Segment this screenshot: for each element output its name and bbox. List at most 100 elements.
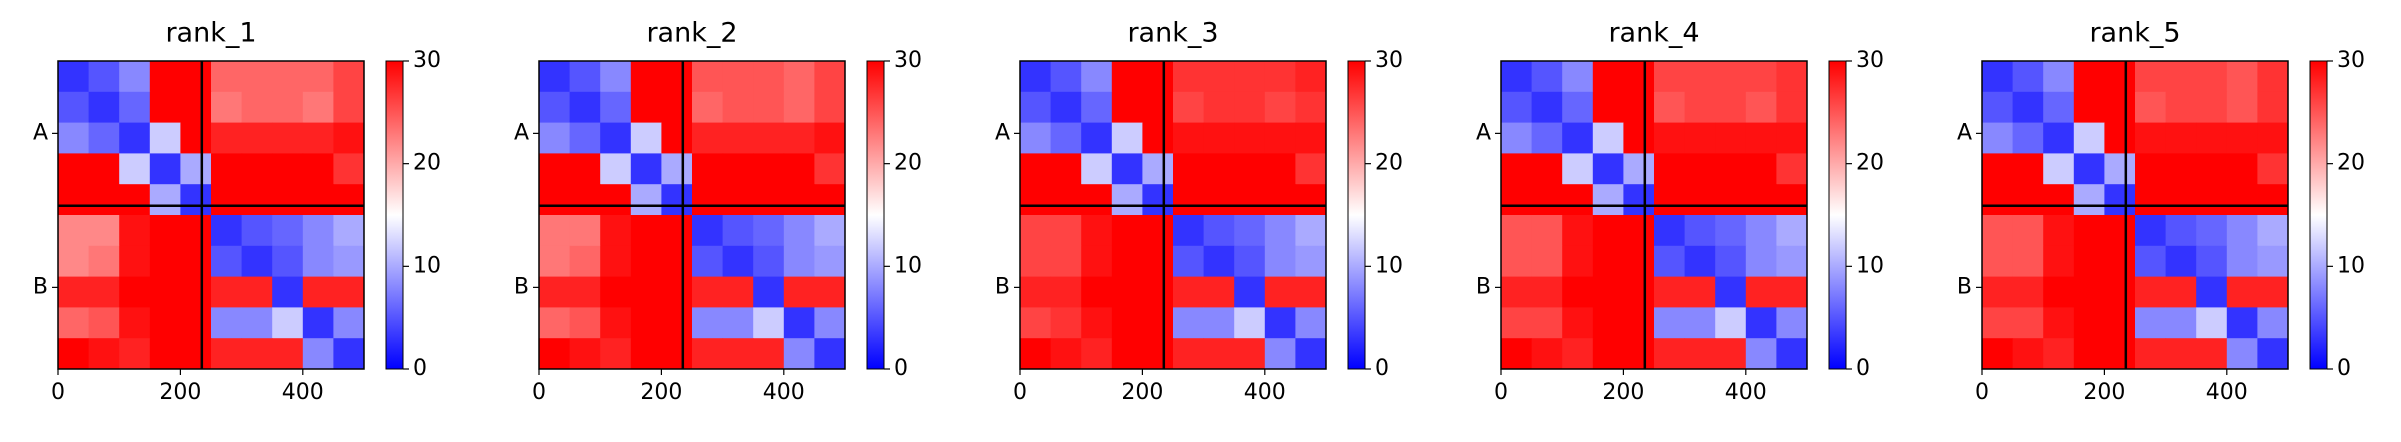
heat-cell (1982, 276, 2014, 308)
colorbar-tick-label: 10 (1375, 253, 1403, 278)
heat-cell (1562, 61, 1594, 93)
heat-cell (783, 338, 815, 370)
heat-cell (1111, 61, 1143, 93)
heat-cell (1050, 245, 1082, 278)
heat-cell (1684, 307, 1716, 339)
heat-cell (2226, 307, 2258, 339)
heat-cell (569, 184, 601, 216)
heat-cell (88, 153, 120, 185)
heat-cell (783, 153, 815, 185)
heat-cell (241, 307, 273, 339)
heat-cell (814, 215, 846, 247)
heat-cell (2012, 245, 2044, 278)
heat-cell (1234, 91, 1266, 124)
colorbar-tick-label: 0 (1856, 356, 1870, 381)
heat-cell (2196, 153, 2228, 185)
heat-cell (692, 184, 724, 216)
heat-cell (2226, 61, 2258, 93)
heat-cell (2165, 215, 2197, 247)
heat-cell (1982, 153, 2014, 185)
heat-cell (753, 91, 785, 124)
heat-cell (2043, 338, 2075, 370)
heat-cell (1020, 153, 1052, 185)
heat-cell (814, 307, 846, 339)
heat-cell (2196, 61, 2228, 93)
heat-cell (1592, 245, 1624, 278)
heat-cell (1562, 91, 1594, 124)
heat-cell (1745, 61, 1777, 93)
heat-cell (1111, 122, 1143, 154)
heat-cell (814, 122, 846, 154)
heat-cell (692, 245, 724, 278)
heat-cell (2043, 61, 2075, 93)
y-tick-label: B (1957, 274, 1972, 299)
heat-cell (569, 122, 601, 154)
heat-cell (2073, 61, 2105, 93)
heat-cell (661, 91, 693, 124)
heat-cell (333, 276, 365, 308)
heat-cell (1264, 276, 1296, 308)
heat-cell (211, 122, 243, 154)
colorbar-tick-label: 10 (1856, 253, 1884, 278)
heat-cell (1654, 61, 1686, 93)
heat-cell (119, 61, 151, 93)
heat-cell (1501, 338, 1533, 370)
colorbar-tick-label: 10 (2337, 253, 2365, 278)
heat-cell (333, 61, 365, 93)
heat-cell (1173, 307, 1205, 339)
heat-cell (119, 153, 151, 185)
heat-cell (1020, 184, 1052, 216)
heat-cell (1081, 153, 1113, 185)
heat-cell (1715, 276, 1747, 308)
heat-cell (1050, 184, 1082, 216)
heat-cell (1623, 276, 1655, 308)
heat-cell (333, 91, 365, 124)
heat-cell (272, 61, 304, 93)
heat-cell (333, 245, 365, 278)
colorbar-tick-label: 30 (894, 48, 922, 73)
heat-cell (1592, 215, 1624, 247)
heat-cell (1531, 338, 1563, 370)
heat-cell (2073, 276, 2105, 308)
heat-cell (2043, 91, 2075, 124)
heat-cell (2226, 91, 2258, 124)
heat-cell (1234, 153, 1266, 185)
heat-cell (2012, 338, 2044, 370)
heat-cell (661, 276, 693, 308)
heat-cell (1295, 91, 1327, 124)
heat-cell (2135, 276, 2167, 308)
heat-cell (302, 91, 334, 124)
heat-cell (630, 122, 662, 154)
heat-cell (2012, 184, 2044, 216)
heat-cell (119, 184, 151, 216)
heat-cell (2165, 91, 2197, 124)
heat-cell (149, 91, 181, 124)
x-tick-label: 400 (2206, 380, 2248, 405)
heat-cell (1715, 245, 1747, 278)
heat-cell (1982, 122, 2014, 154)
heat-cell (1081, 184, 1113, 216)
heat-cell (692, 215, 724, 247)
heat-cell (1654, 91, 1686, 124)
heat-cell (1081, 91, 1113, 124)
heat-cell (1531, 276, 1563, 308)
heat-cell (2012, 91, 2044, 124)
heat-cell (1562, 184, 1594, 216)
heat-cell (1234, 338, 1266, 370)
heat-cell (241, 215, 273, 247)
heat-cell (1776, 338, 1808, 370)
heat-cell (119, 245, 151, 278)
heat-cell (272, 245, 304, 278)
heat-cell (1745, 91, 1777, 124)
heat-cell (2226, 245, 2258, 278)
heat-cell (302, 61, 334, 93)
heat-cell (302, 307, 334, 339)
plot-frame (1981, 60, 2289, 370)
heat-cell (88, 91, 120, 124)
heat-cell (1050, 276, 1082, 308)
heat-cell (2226, 338, 2258, 370)
heat-cell (2196, 91, 2228, 124)
heat-cell (1111, 307, 1143, 339)
heat-cell (272, 184, 304, 216)
heat-cell (1173, 276, 1205, 308)
